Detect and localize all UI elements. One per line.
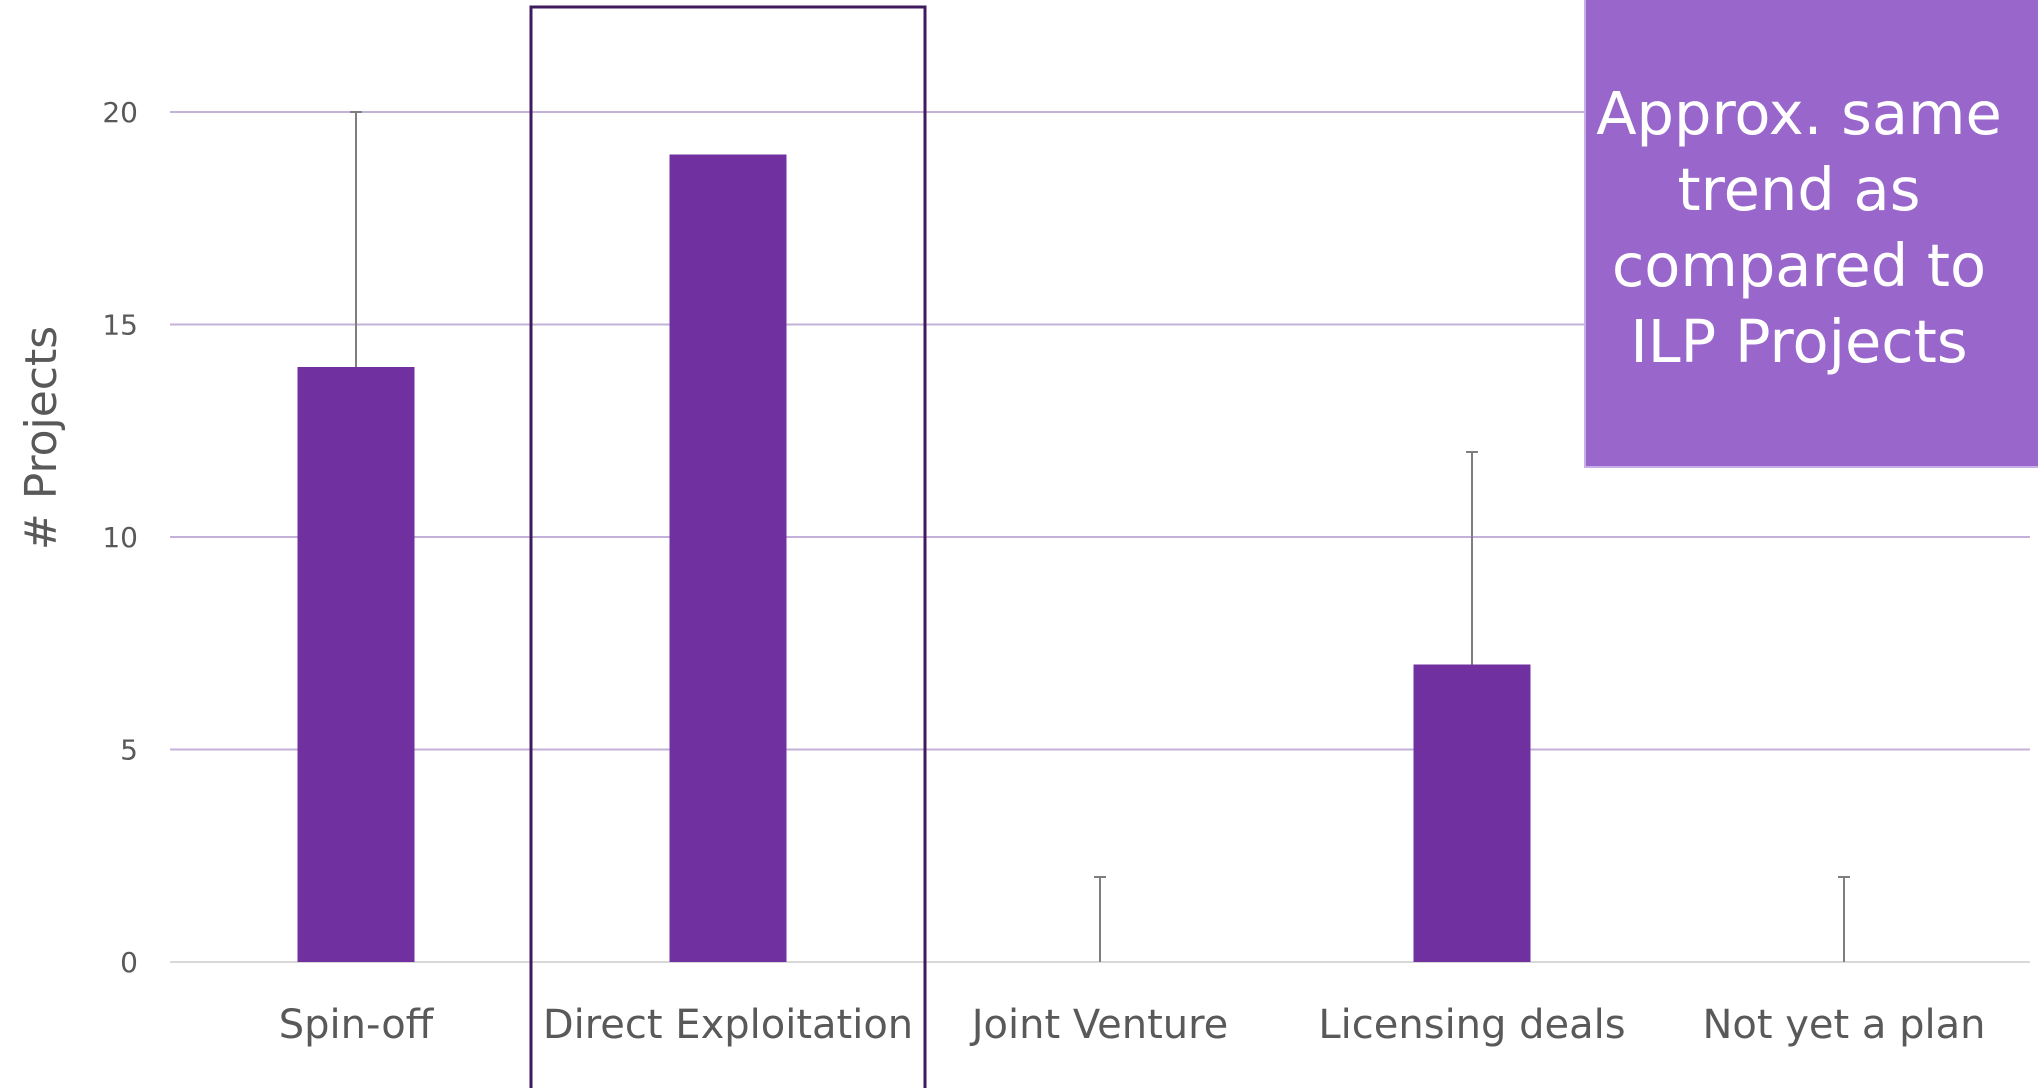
y-tick-label: 20 [102, 96, 138, 129]
y-axis-title: # Projects [16, 326, 67, 550]
y-tick-label: 10 [102, 521, 138, 554]
bar [1413, 664, 1531, 962]
x-tick-label: Joint Venture [969, 1002, 1229, 1048]
x-tick-label: Direct Exploitation [543, 1002, 913, 1048]
x-tick-label: Not yet a plan [1702, 1002, 1985, 1048]
highlight-frame [529, 5, 927, 1088]
y-tick-label: 15 [102, 309, 138, 342]
error-bars [350, 111, 1850, 962]
callout-box: Approx. same trend as compared to ILP Pr… [1584, 0, 2038, 468]
bar [297, 367, 415, 962]
x-axis-labels: Spin-off Direct Exploitation Joint Venture… [279, 1002, 1986, 1048]
y-tick-label: 0 [120, 946, 138, 979]
bars [297, 154, 1531, 962]
bar [669, 154, 787, 962]
x-tick-label: Spin-off [279, 1002, 435, 1048]
x-tick-label: Licensing deals [1318, 1002, 1625, 1048]
highlight-rect [529, 5, 927, 1088]
y-axis-ticks: 0 5 10 15 20 [102, 96, 138, 979]
y-tick-label: 5 [120, 734, 138, 767]
